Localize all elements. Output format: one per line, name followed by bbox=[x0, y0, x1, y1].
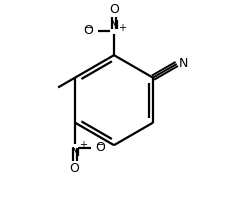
Text: +: + bbox=[79, 140, 87, 149]
Text: O: O bbox=[95, 141, 105, 154]
Text: O: O bbox=[69, 162, 79, 175]
Text: O: O bbox=[109, 3, 118, 16]
Text: N: N bbox=[70, 146, 79, 159]
Text: N: N bbox=[178, 57, 188, 70]
Text: −: − bbox=[96, 140, 104, 150]
Text: +: + bbox=[118, 23, 126, 33]
Text: N: N bbox=[109, 19, 118, 32]
Text: O: O bbox=[83, 24, 93, 37]
Text: −: − bbox=[84, 23, 93, 33]
